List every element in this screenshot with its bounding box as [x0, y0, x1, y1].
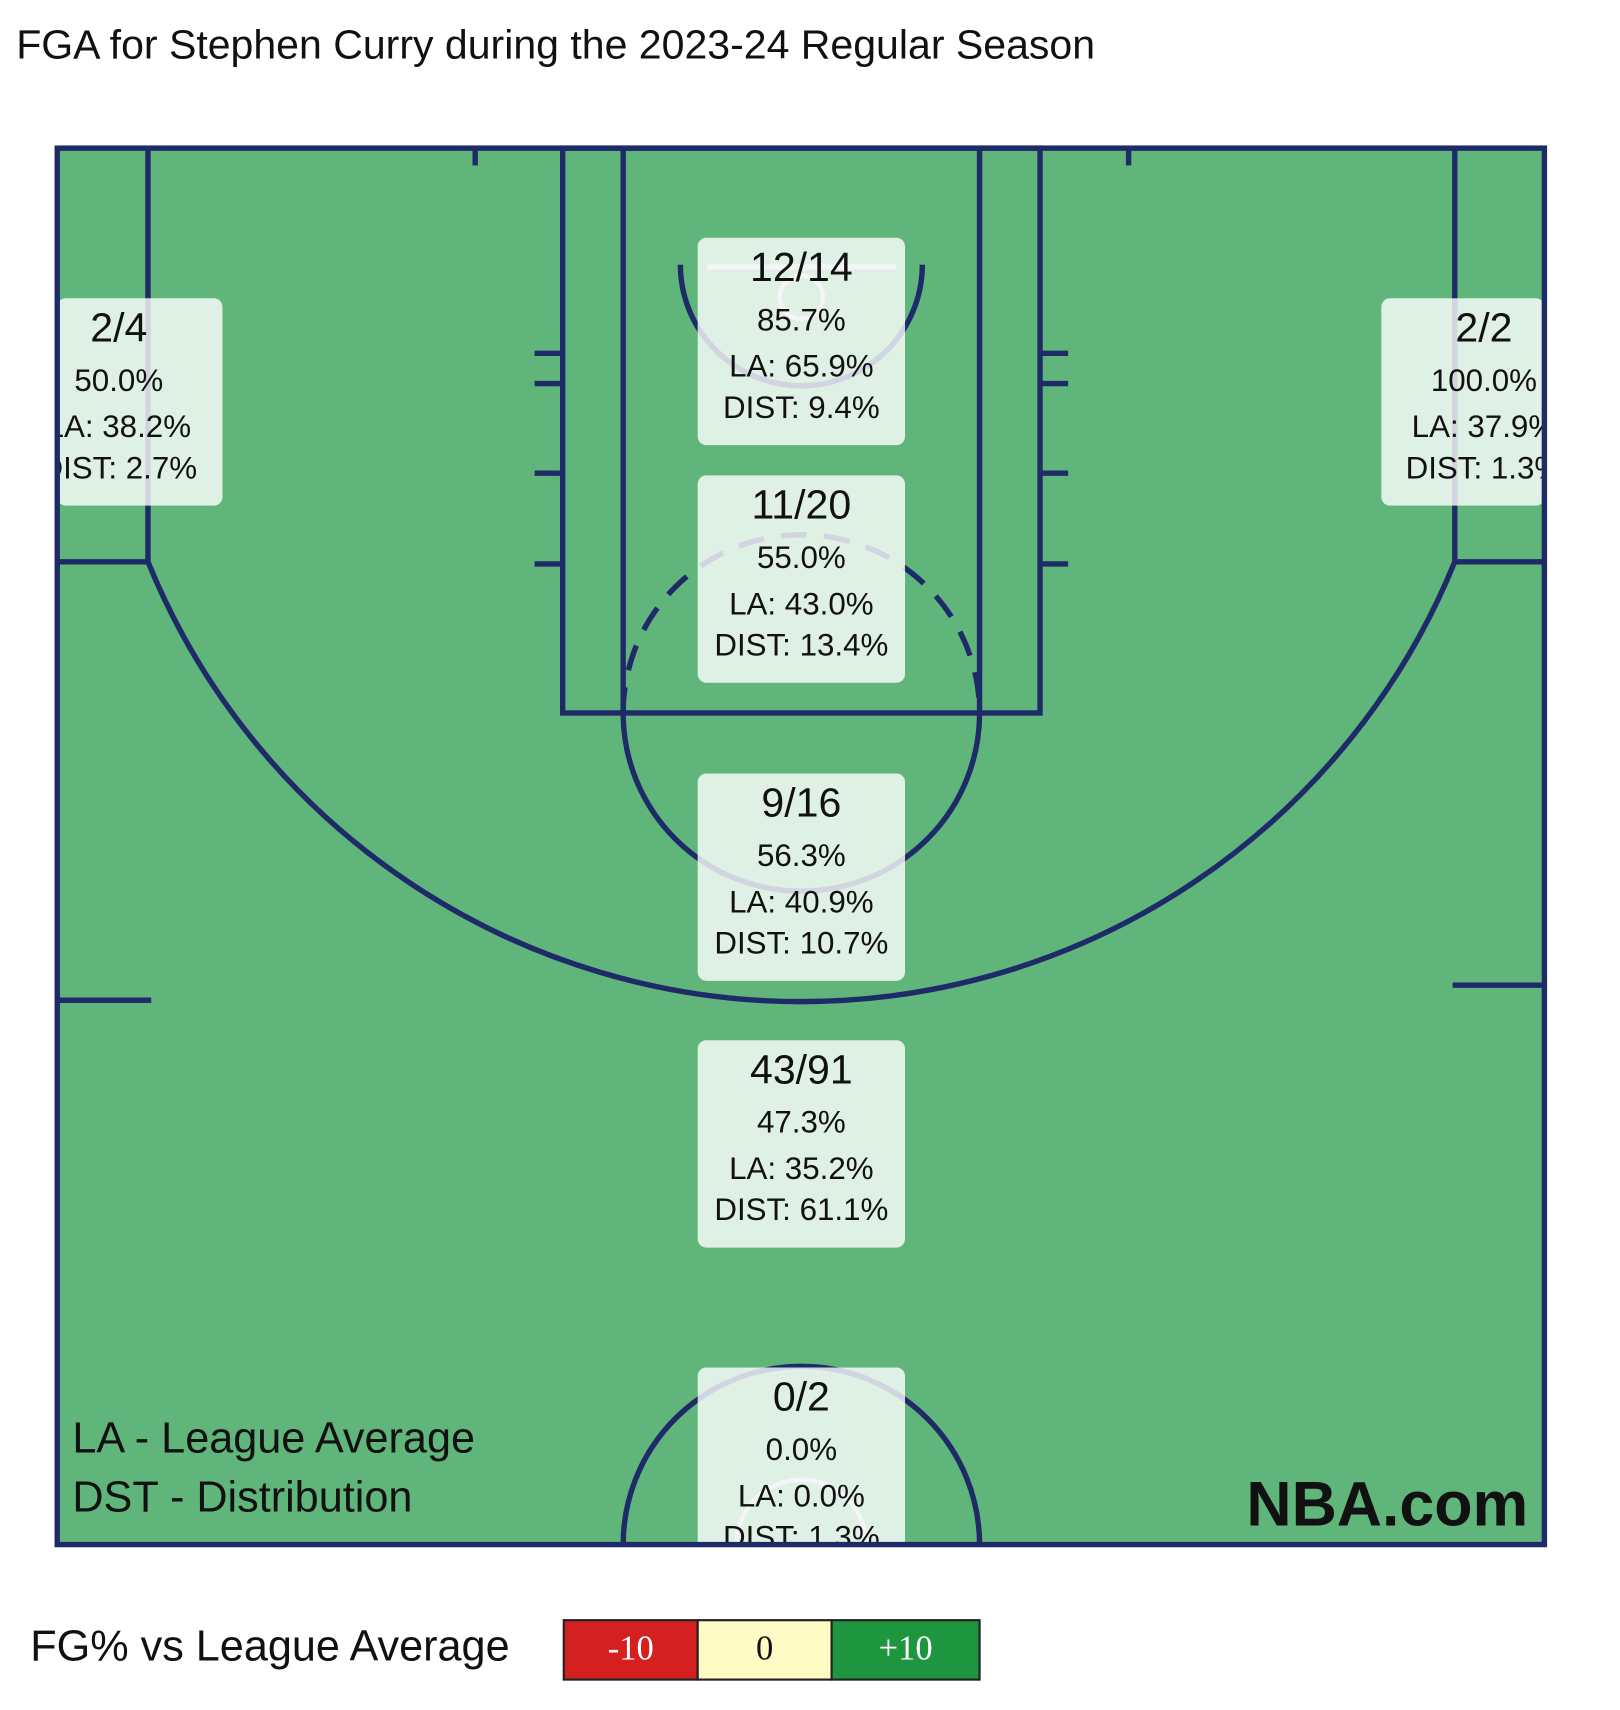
- scale-swatch: [562, 1619, 699, 1681]
- zone-pct: 50.0%: [74, 363, 163, 398]
- zone-pct: 56.3%: [757, 838, 846, 873]
- zone-la: LA: 65.9%: [729, 349, 873, 384]
- zone-fg: 2/4: [90, 305, 147, 351]
- scale-label: FG% vs League Average: [30, 1623, 509, 1671]
- zone-box: [697, 773, 906, 981]
- zone-la: LA: 43.0%: [729, 586, 873, 621]
- zone-dist: DIST: 2.7%: [40, 450, 197, 485]
- zone-dist: DIST: 1.3%: [723, 1519, 880, 1554]
- zone-la: LA: 40.9%: [729, 884, 873, 919]
- color-scale: -10 0 +10: [562, 1619, 981, 1681]
- zone-dist: DIST: 1.3%: [1406, 450, 1563, 485]
- zone-pct: 55.0%: [757, 540, 846, 575]
- scale-tick: 0: [756, 1629, 773, 1667]
- zone-la: LA: 0.0%: [738, 1478, 865, 1513]
- note: LA - League Average: [72, 1414, 475, 1462]
- zone-dist: DIST: 10.7%: [714, 925, 888, 960]
- zone-pct: 100.0%: [1431, 363, 1537, 398]
- zone-pct: 47.3%: [757, 1105, 846, 1140]
- zone-box: [1381, 298, 1545, 506]
- zone-box: [57, 298, 223, 506]
- zone-fg: 2/2: [1455, 305, 1512, 351]
- title: FGA for Stephen Curry during the 2023-24…: [16, 22, 1095, 68]
- zone-la: LA: 38.2%: [47, 409, 191, 444]
- zones: 12/14 85.7% LA: 65.9% DIST: 9.4% 11/20 55.0% L…: [40, 237, 1563, 1554]
- zone-box: [697, 1040, 906, 1248]
- note: DST - Distribution: [72, 1474, 412, 1522]
- zone-dist: DIST: 61.1%: [714, 1192, 888, 1227]
- zone-fg: 43/91: [750, 1046, 853, 1092]
- zone-fg: 9/16: [761, 780, 841, 826]
- scale-swatch: [830, 1619, 981, 1681]
- zone-fg: 11/20: [752, 482, 852, 528]
- zone-box: [697, 1367, 906, 1545]
- scale-tick: +10: [879, 1629, 933, 1667]
- zone-la: LA: 35.2%: [729, 1151, 873, 1186]
- zone-box: [697, 475, 906, 683]
- zone-fg: 12/14: [750, 244, 853, 290]
- zone-box: [697, 237, 906, 446]
- zone-pct: 0.0%: [766, 1432, 837, 1467]
- zone-fg: 0/2: [773, 1374, 830, 1420]
- scale-tick: -10: [608, 1629, 654, 1667]
- watermark: NBA.com: [1246, 1469, 1528, 1539]
- scale-swatch: [696, 1619, 833, 1681]
- court-border: [54, 145, 1548, 1548]
- zone-dist: DIST: 13.4%: [714, 627, 888, 662]
- zone-dist: DIST: 9.4%: [723, 390, 880, 425]
- zone-pct: 85.7%: [757, 302, 846, 337]
- zone-la: LA: 37.9%: [1412, 409, 1556, 444]
